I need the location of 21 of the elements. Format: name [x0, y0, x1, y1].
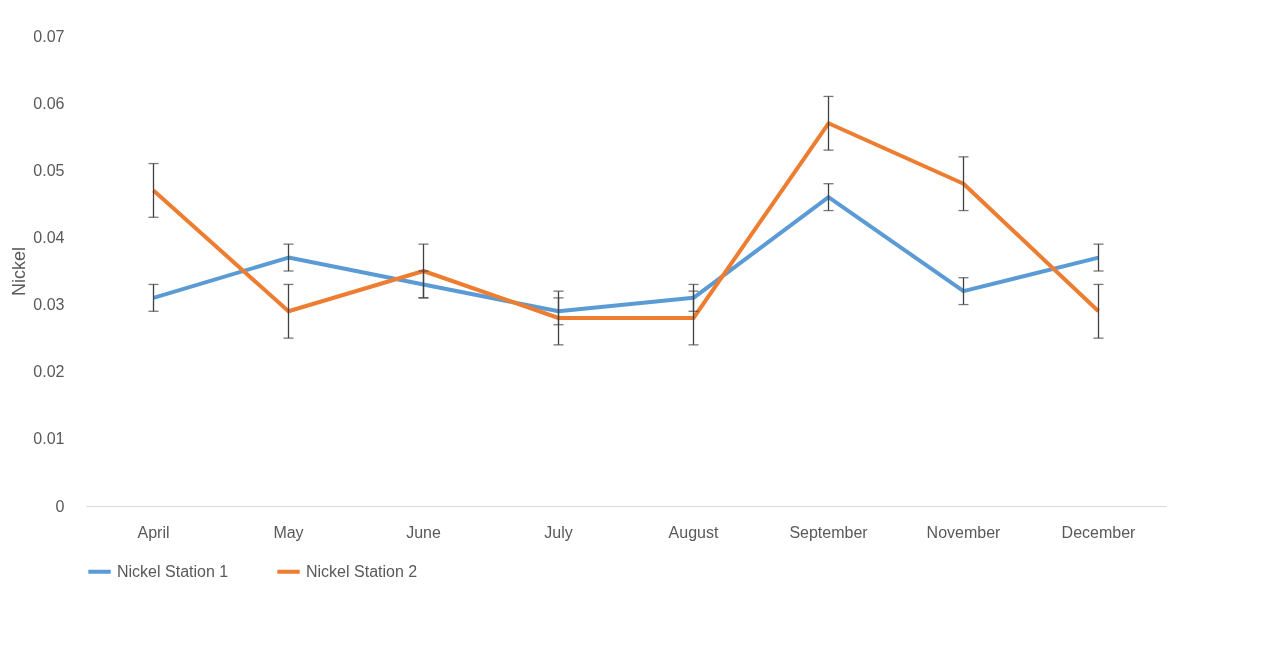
y-tick-label: 0.05	[33, 161, 65, 179]
y-tick-label: 0.06	[33, 94, 65, 112]
x-tick-label: May	[273, 523, 304, 541]
legend-label: Nickel Station 1	[117, 562, 229, 580]
x-tick-label: July	[544, 523, 573, 541]
y-tick-label: 0.03	[33, 296, 65, 314]
y-tick-label: 0.02	[33, 363, 65, 381]
x-tick-label: December	[1061, 523, 1137, 541]
x-tick-label: August	[668, 523, 719, 541]
y-tick-label: 0.01	[33, 430, 65, 448]
x-tick-label: September	[789, 523, 869, 541]
x-tick-label: April	[137, 523, 170, 541]
legend-label: Nickel Station 2	[306, 562, 418, 580]
x-tick-label: November	[926, 523, 1002, 541]
y-tick-label: 0.04	[33, 228, 65, 246]
y-tick-label: 0.07	[33, 27, 65, 45]
line-series	[151, 121, 1101, 320]
line-series	[151, 195, 1101, 314]
x-tick-label: June	[406, 523, 441, 541]
y-axis-title: Nickel	[9, 246, 30, 297]
y-tick-label: 0	[55, 497, 65, 515]
